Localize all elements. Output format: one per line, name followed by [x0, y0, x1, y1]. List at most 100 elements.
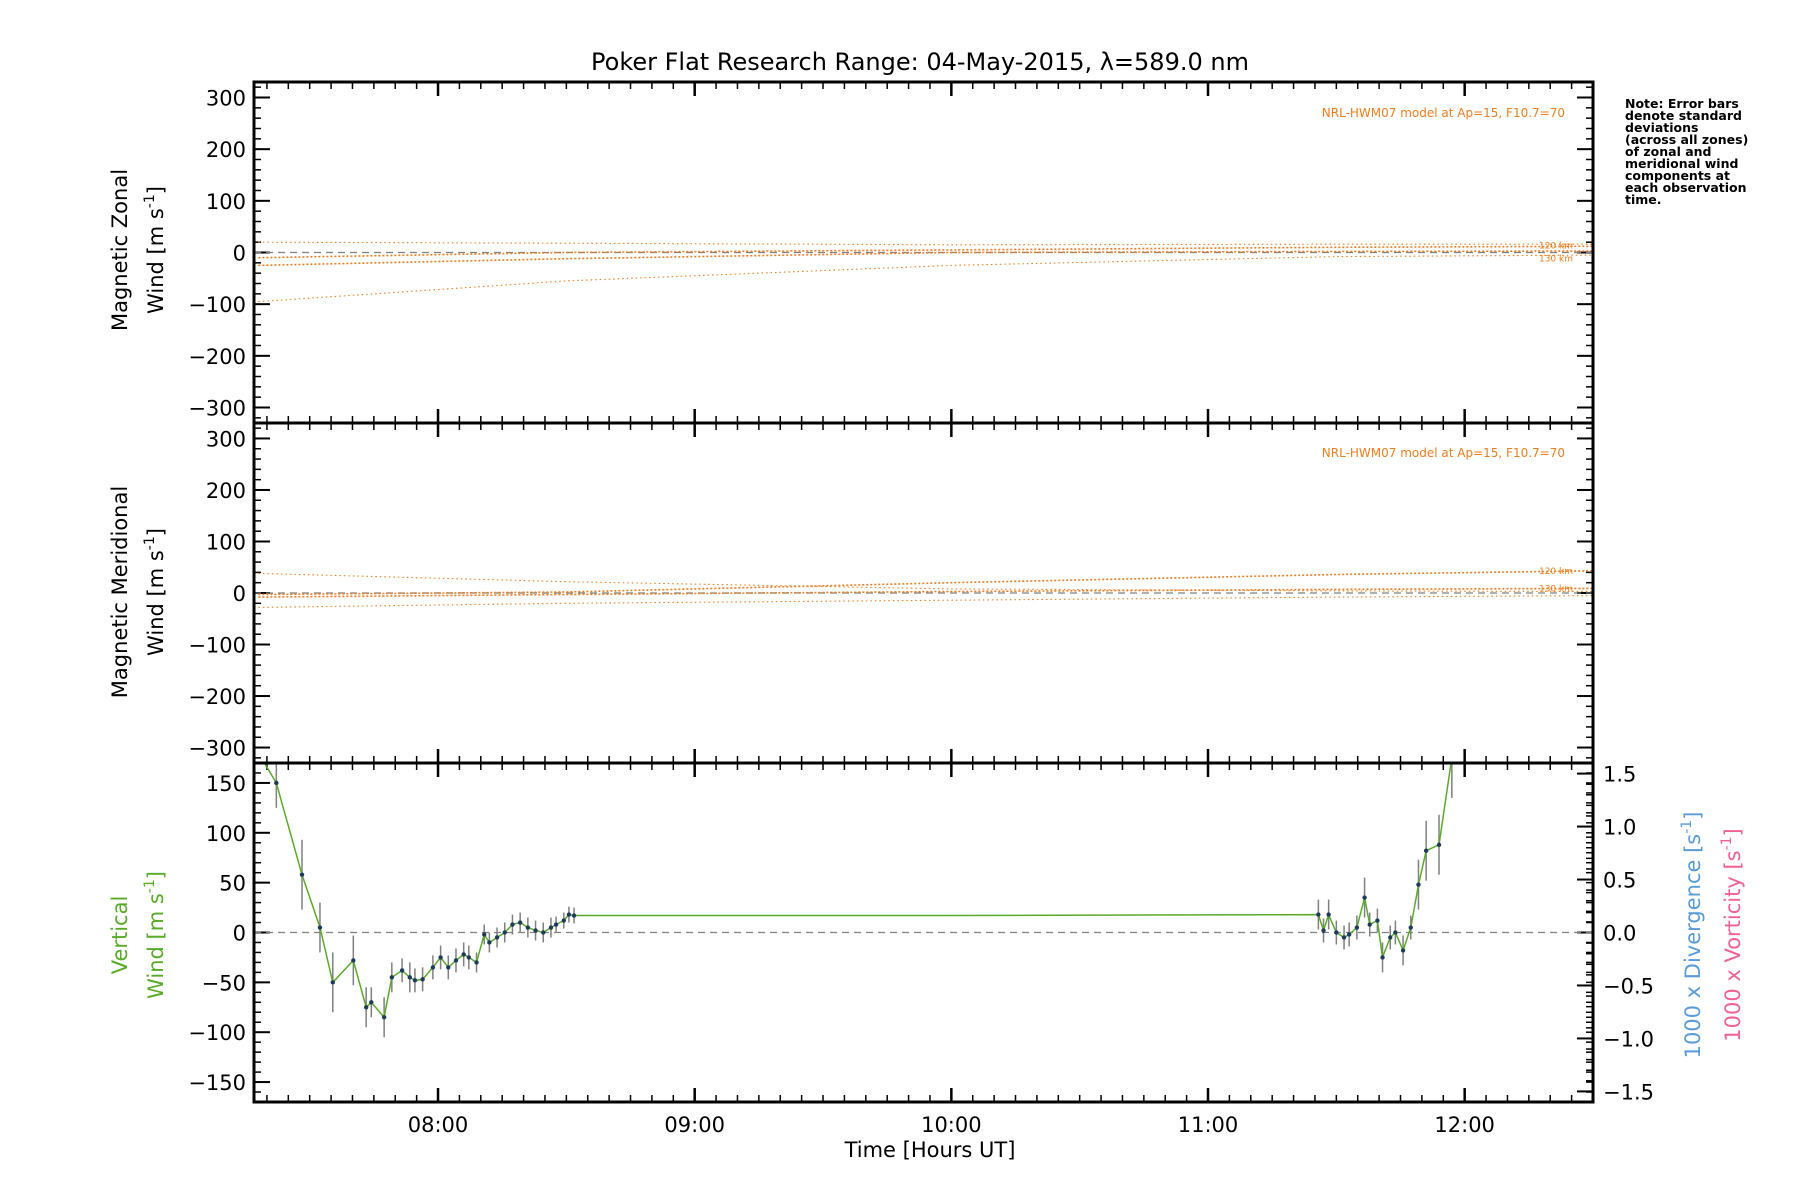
y-tick-label: −100: [188, 1021, 246, 1045]
data-point: [474, 960, 479, 965]
data-point: [510, 922, 515, 927]
y-tick-label: 300: [206, 427, 246, 451]
data-point: [533, 928, 538, 933]
data-point: [541, 930, 546, 935]
zonal-model-label: NRL-HWM07 model at Ap=15, F10.7=70: [1322, 106, 1565, 120]
data-point: [1388, 935, 1393, 940]
y-tick-label: −200: [188, 685, 246, 709]
data-point: [389, 975, 395, 980]
data-point: [430, 965, 436, 970]
data-point: [438, 955, 443, 960]
data-point: [351, 958, 356, 963]
y2-tick-label: 0.0: [1603, 922, 1636, 946]
data-point: [381, 1015, 387, 1020]
data-point: [1362, 895, 1367, 900]
data-point: [1334, 930, 1339, 935]
y2-tick-label: −0.5: [1603, 974, 1654, 998]
data-point: [566, 912, 572, 917]
y-tick-label: 150: [206, 772, 246, 796]
divergence-label-text: 1000 x Divergence [s-1]: [1679, 812, 1705, 1059]
panel-frame: [252, 761, 1595, 1104]
altitude-label: 120 km: [1539, 567, 1573, 577]
data-point: [1346, 932, 1352, 937]
y-tick-label: 200: [206, 479, 246, 503]
x-tick-label: 08:00: [408, 1113, 469, 1137]
y-tick-label: −50: [202, 971, 246, 995]
y-tick-label: 300: [206, 87, 246, 111]
note-line: deviations: [1625, 120, 1698, 135]
data-point: [1367, 922, 1372, 927]
meridional-ylabel-line2: Wind [m s-1]: [142, 528, 168, 656]
divergence-label: 1000 x Divergence [s-1]: [1679, 812, 1705, 1059]
data-point: [1375, 918, 1380, 923]
altitude-label: 130 km: [1539, 255, 1573, 265]
y-tick-label: 200: [206, 138, 246, 162]
y-tick-label: 100: [206, 530, 246, 554]
note-line: each observation: [1625, 180, 1747, 195]
y-tick-label: 0: [233, 242, 246, 266]
data-point: [1416, 882, 1421, 887]
model-curve: [258, 245, 1594, 259]
vertical-ylabel: Vertical Wind [m s-1]: [108, 871, 168, 999]
y-tick-label: −150: [188, 1071, 246, 1095]
x-tick-label: 09:00: [664, 1113, 725, 1137]
meridional-ylabel: Magnetic Meridional Wind [m s-1]: [108, 486, 168, 698]
y-tick-label: −100: [188, 293, 246, 317]
data-point: [517, 920, 523, 925]
data-point: [466, 955, 472, 960]
data-point: [407, 975, 412, 980]
note-line: time.: [1625, 192, 1662, 207]
x-tick-label: 11:00: [1178, 1113, 1239, 1137]
data-point: [363, 1005, 369, 1010]
altitude-label: 130 km: [1539, 584, 1573, 594]
data-point: [525, 925, 531, 930]
note-line: components at: [1625, 168, 1730, 183]
data-point: [502, 930, 507, 935]
note-line: meridional wind: [1625, 156, 1738, 171]
model-curve: [258, 241, 1593, 246]
data-point: [274, 780, 279, 786]
x-tick-label: 10:00: [921, 1113, 982, 1137]
y-tick-label: −300: [188, 737, 246, 761]
model-curve: [258, 572, 1594, 593]
model-curve: [258, 570, 1594, 596]
note-line: of zonal and: [1625, 144, 1712, 159]
x-tick-label: 12:00: [1434, 1113, 1495, 1137]
y2-tick-label: 1.5: [1603, 763, 1636, 787]
y-tick-label: 50: [219, 872, 246, 896]
note-line: (across all zones): [1625, 132, 1748, 147]
data-point: [1400, 948, 1406, 953]
data-point: [453, 958, 459, 963]
data-point: [487, 940, 492, 945]
data-point: [299, 872, 305, 877]
data-point: [420, 977, 425, 982]
data-point: [1408, 925, 1413, 930]
data-point: [1354, 925, 1360, 930]
vorticity-label-text: 1000 x Vorticity [s-1]: [1719, 828, 1745, 1042]
data-point: [548, 925, 554, 930]
y2-tick-label: −1.5: [1603, 1080, 1654, 1104]
y-tick-label: −100: [188, 634, 246, 658]
data-point: [482, 932, 487, 937]
data-point: [1393, 930, 1398, 935]
data-point: [1450, 756, 1454, 760]
data-point: [399, 968, 405, 973]
y2-tick-label: −1.0: [1603, 1027, 1654, 1051]
data-point: [369, 1000, 374, 1005]
vertical-plot: 150 100 50 0 −50 −100 −150 1.5 1.0 0.5 0.0 −0.5 −1.0…: [188, 756, 1654, 1137]
meridional-wind-panel: NRL-HWM07 model at Ap=15, F10.7=70 Magne…: [108, 446, 1565, 698]
vertical-ylabel-line2: Wind [m s-1]: [142, 871, 168, 999]
vertical-wind-panel: Vertical Wind [m s-1] 1000 x Divergence …: [108, 812, 1745, 1162]
y-tick-label: 0: [233, 922, 246, 946]
data-point: [1326, 912, 1331, 917]
zonal-ylabel: Magnetic Zonal Wind [m s-1]: [108, 169, 168, 331]
data-point: [494, 935, 500, 940]
vertical-ylabel-line1: Vertical: [108, 896, 132, 975]
note-line: Note: Error bars: [1625, 96, 1739, 111]
y-tick-label: 0: [233, 582, 246, 606]
data-point: [561, 918, 566, 923]
data-point: [317, 925, 323, 930]
vertical-wind-line: [263, 763, 1452, 1019]
